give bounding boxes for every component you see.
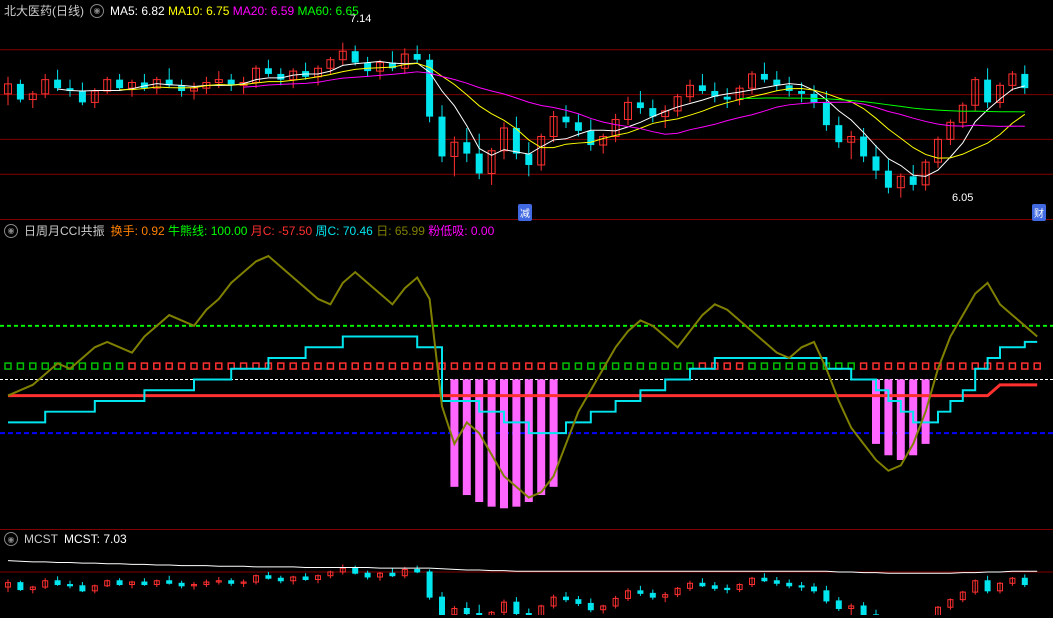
visibility-toggle-icon[interactable] [4,532,18,546]
price-chart[interactable]: 7.146.05 [0,0,1053,219]
marker-badge: 减 [518,204,532,221]
marker-badge: 财 [1032,204,1046,221]
mcst-header: MCST MCST: 7.03 [4,532,127,546]
price-header: 北大医药(日线) MA5: 6.82 MA10: 6.75 MA20: 6.59… [4,2,359,19]
visibility-toggle-icon[interactable] [4,224,18,238]
svg-text:6.05: 6.05 [952,192,973,204]
cci-chart[interactable] [0,220,1053,529]
mcst-panel[interactable]: MCST MCST: 7.03 [0,530,1053,615]
visibility-toggle-icon[interactable] [90,4,104,18]
cci-readout: 换手: 0.92 牛熊线: 100.00 月C: -57.50 周C: 70.4… [111,222,495,239]
mcst-chart[interactable] [0,530,1053,615]
ma-readout: MA5: 6.82 MA10: 6.75 MA20: 6.59 MA60: 6.… [110,4,359,18]
price-panel[interactable]: 北大医药(日线) MA5: 6.82 MA10: 6.75 MA20: 6.59… [0,0,1053,220]
cci-header: 日周月CCI共振 换手: 0.92 牛熊线: 100.00 月C: -57.50… [4,222,494,239]
cci-panel[interactable]: 日周月CCI共振 换手: 0.92 牛熊线: 100.00 月C: -57.50… [0,220,1053,530]
price-title: 北大医药(日线) [4,2,84,19]
cci-title: 日周月CCI共振 [24,222,105,239]
mcst-readout: MCST: 7.03 [64,532,127,546]
mcst-title: MCST [24,532,58,546]
